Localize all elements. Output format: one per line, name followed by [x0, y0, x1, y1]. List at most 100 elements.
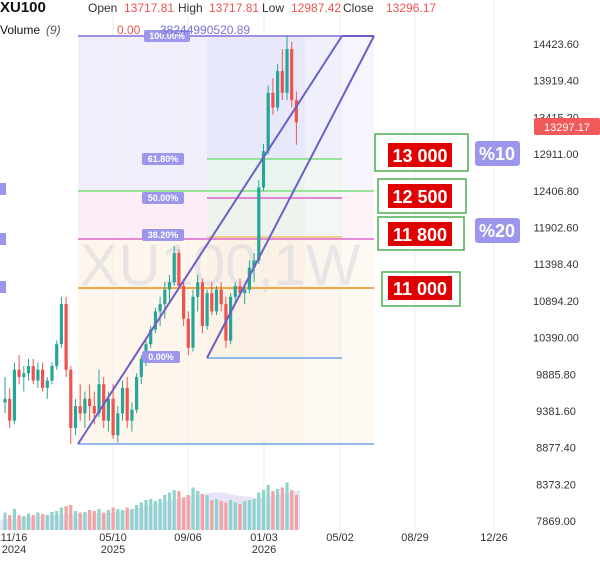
- candle-body: [163, 289, 167, 305]
- volume-bar: [172, 490, 176, 530]
- candle-body: [196, 282, 200, 297]
- price-tick-label: 11902.60: [533, 223, 578, 235]
- time-tick-label: 08/29: [401, 532, 429, 544]
- time-tick-label: 12/26: [480, 532, 508, 544]
- high-value: 13717.81: [209, 1, 260, 15]
- trend-line-fib2[interactable]: [206, 35, 375, 359]
- volume-bar: [214, 499, 219, 530]
- candle-body: [83, 398, 87, 414]
- volume-bar: [266, 485, 270, 530]
- candle-body: [41, 369, 45, 388]
- level-boxes[interactable]: 13 000 12 500 11 800 11 000: [374, 133, 469, 307]
- candle-body: [97, 384, 101, 414]
- candle-body: [22, 373, 26, 377]
- time-tick-year: 2025: [101, 544, 125, 556]
- candle-body: [186, 318, 190, 348]
- volume-bar: [120, 510, 125, 530]
- percent-badges: %10 %20: [475, 141, 520, 243]
- volume-bar: [158, 499, 162, 530]
- candle-body: [59, 304, 63, 345]
- level-box-13000: [388, 143, 452, 167]
- candle-body: [243, 289, 247, 294]
- candle-body: [50, 366, 54, 381]
- candle-body: [257, 187, 261, 261]
- candle-body: [64, 304, 68, 370]
- level-box-13000-text: 13 000: [392, 146, 447, 166]
- candle-body: [69, 369, 73, 428]
- volume-bar: [139, 502, 143, 530]
- price-axis[interactable]: 14423.6013919.4013415.2012911.0012406.80…: [533, 39, 579, 528]
- candle-body: [167, 282, 172, 290]
- volume-bar: [149, 499, 153, 530]
- open-label: Open: [88, 1, 118, 15]
- volume-bar: [64, 506, 68, 530]
- volume-bar: [69, 505, 73, 530]
- candle-body: [3, 398, 7, 403]
- volume-bar: [224, 502, 228, 530]
- volume-bar: [261, 490, 266, 530]
- close-value: 13296.17: [386, 1, 437, 15]
- candle-body: [12, 369, 16, 421]
- level-box-13000-frame[interactable]: [374, 133, 469, 172]
- volume-bar: [294, 495, 298, 530]
- volume-bar: [116, 509, 120, 530]
- volume-bar: [167, 492, 172, 530]
- volume-bar: [233, 502, 237, 530]
- symbol-label[interactable]: XU100: [0, 0, 46, 16]
- volume-bar: [247, 500, 251, 530]
- time-tick-label: 05/10: [99, 532, 127, 544]
- price-tick-label: 10390.00: [533, 333, 579, 345]
- candle-body: [252, 260, 256, 268]
- price-tick-label: 8877.40: [536, 443, 576, 455]
- trend-lines[interactable]: [77, 35, 375, 445]
- volume-bar: [102, 512, 106, 530]
- grid-lines: [112, 0, 495, 530]
- volume-bar: [163, 495, 167, 530]
- volume-bar: [36, 512, 40, 530]
- ohlc-header: XU100 Open 13717.81 High 13717.81 Low 12…: [0, 0, 436, 16]
- level-box-11000: [388, 276, 452, 300]
- level-box-11000-frame[interactable]: [381, 271, 461, 307]
- candle-body: [294, 100, 298, 123]
- candle-body: [238, 285, 242, 294]
- candle-body: [88, 398, 92, 407]
- fib-label-50: 50.00%: [148, 193, 179, 203]
- candle-body: [55, 344, 59, 367]
- volume-bar: [111, 507, 115, 530]
- candle-body: [36, 369, 40, 381]
- candle-body: [125, 387, 129, 421]
- time-tick-label: 05/02: [326, 532, 354, 544]
- high-label: High: [178, 1, 203, 15]
- time-tick-label: 09/06: [174, 532, 202, 544]
- volume-bar: [88, 510, 92, 530]
- open-value: 13717.81: [124, 1, 175, 15]
- volume-bar: [26, 513, 31, 530]
- price-tick-label: 9381.60: [536, 406, 576, 418]
- candle-body: [205, 293, 209, 326]
- volume-header: Volume (9) 0.00 38244990520.89: [0, 22, 300, 38]
- price-tick-label: 9885.80: [536, 369, 576, 381]
- fib2-levels[interactable]: [207, 35, 342, 359]
- time-tick-label: 11/16: [1, 532, 28, 544]
- volume-bar: [153, 501, 157, 530]
- candle-body: [247, 267, 251, 290]
- price-tick-label: 10894.20: [533, 296, 579, 308]
- volume-bar: [92, 511, 96, 530]
- volume-bars: [3, 482, 298, 530]
- level-box-11800-frame[interactable]: [377, 216, 465, 251]
- close-label: Close: [343, 1, 374, 15]
- level-box-12500-frame[interactable]: [377, 178, 467, 214]
- volume-bar: [8, 515, 12, 530]
- candle-body: [210, 293, 214, 312]
- volume-bar: [135, 505, 139, 530]
- candle-body: [106, 398, 110, 421]
- volume-bar: [252, 499, 256, 530]
- trend-line-fib1[interactable]: [77, 35, 343, 445]
- level-box-11800-text: 11 800: [393, 225, 447, 245]
- price-tick-label: 13919.40: [533, 76, 579, 88]
- volume-bar: [106, 510, 110, 530]
- volume-label[interactable]: Volume: [0, 23, 41, 37]
- volume-bar: [210, 500, 214, 530]
